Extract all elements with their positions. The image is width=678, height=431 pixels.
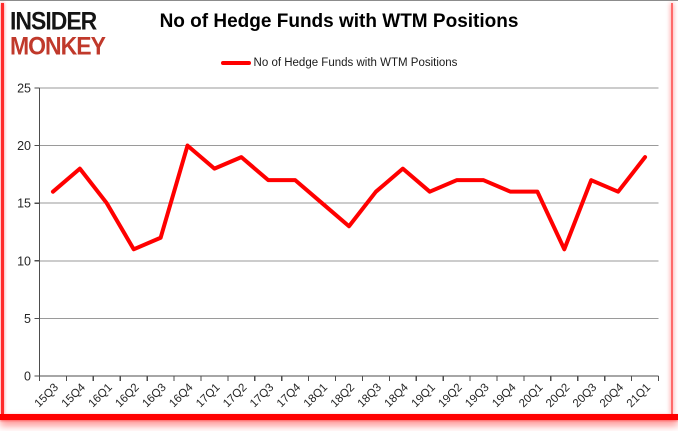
x-tick-label: 17Q3 bbox=[248, 382, 276, 410]
frame-bottom-border bbox=[0, 414, 678, 420]
x-tick-label: 18Q3 bbox=[356, 382, 384, 410]
logo-word-insider: INSIDER bbox=[10, 6, 97, 35]
y-tick-label: 10 bbox=[17, 254, 31, 268]
x-tick-label: 16Q3 bbox=[140, 382, 168, 410]
frame-right-border bbox=[671, 3, 673, 414]
x-tick-label: 17Q1 bbox=[194, 382, 222, 410]
x-tick-label: 16Q4 bbox=[167, 381, 196, 410]
x-tick-label: 21Q1 bbox=[625, 382, 653, 410]
x-tick-label: 18Q4 bbox=[383, 381, 412, 410]
x-tick-label: 15Q4 bbox=[60, 381, 89, 410]
logo-word-monkey: MONKEY bbox=[10, 31, 106, 60]
x-tick-label: 18Q2 bbox=[329, 382, 357, 410]
x-tick-label: 16Q2 bbox=[113, 382, 141, 410]
y-tick-label: 15 bbox=[17, 197, 31, 211]
series-line bbox=[50, 143, 648, 252]
x-tick-label: 16Q1 bbox=[87, 382, 115, 410]
x-tick-label: 19Q3 bbox=[463, 382, 491, 410]
y-tick-label: 0 bbox=[24, 370, 31, 384]
x-tick-label: 20Q4 bbox=[598, 381, 627, 410]
x-tick-label: 20Q2 bbox=[544, 382, 572, 410]
x-tick-label: 19Q2 bbox=[436, 382, 464, 410]
x-tick-label: 20Q3 bbox=[571, 382, 599, 410]
x-tick-label: 17Q4 bbox=[275, 381, 304, 410]
frame-left-border bbox=[1, 3, 4, 414]
legend-line-marker bbox=[220, 61, 251, 65]
legend-label: No of Hedge Funds with WTM Positions bbox=[253, 57, 458, 69]
x-tick-label: 18Q1 bbox=[302, 382, 330, 410]
x-tick-label: 20Q1 bbox=[517, 382, 545, 410]
x-tick-label: 19Q1 bbox=[409, 382, 437, 410]
x-tick-label: 15Q3 bbox=[33, 382, 61, 410]
chart-title: No of Hedge Funds with WTM Positions bbox=[159, 11, 519, 32]
insider-monkey-logo: INSIDER MONKEY bbox=[10, 6, 106, 60]
y-tick-label: 20 bbox=[17, 139, 31, 153]
legend: No of Hedge Funds with WTM Positions bbox=[0, 57, 678, 69]
y-tick-label: 5 bbox=[24, 312, 31, 326]
y-tick-label: 25 bbox=[17, 82, 31, 96]
x-tick-label: 19Q4 bbox=[490, 381, 519, 410]
x-tick-label: 17Q2 bbox=[221, 382, 249, 410]
